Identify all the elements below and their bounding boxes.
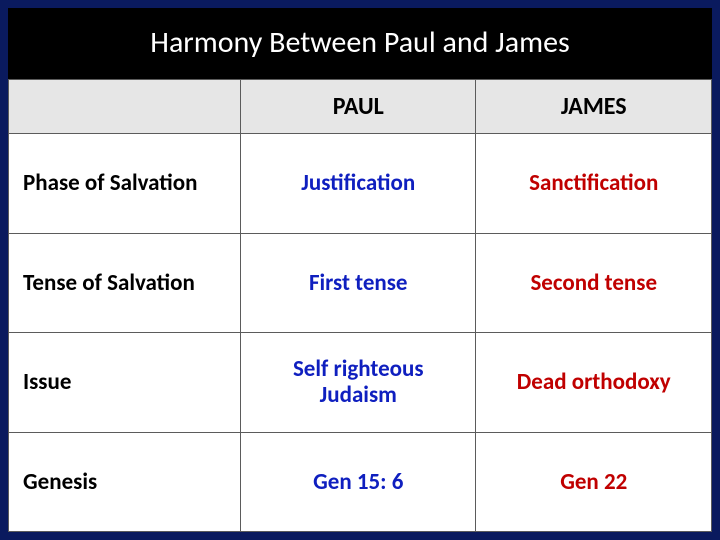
cell-james: Second tense: [476, 233, 712, 333]
row-label: Genesis: [9, 432, 241, 532]
header-james: JAMES: [476, 80, 712, 134]
header-blank: [9, 80, 241, 134]
slide-inner: Harmony Between Paul and James PAUL JAME…: [8, 8, 712, 532]
table-row: Issue Self righteousJudaism Dead orthodo…: [9, 333, 712, 433]
row-label: Tense of Salvation: [9, 233, 241, 333]
cell-paul: Self righteousJudaism: [240, 333, 476, 433]
row-label: Phase of Salvation: [9, 134, 241, 234]
slide-title: Harmony Between Paul and James: [8, 8, 712, 79]
table-row: Tense of Salvation First tense Second te…: [9, 233, 712, 333]
cell-paul: Justification: [240, 134, 476, 234]
cell-paul: Gen 15: 6: [240, 432, 476, 532]
table-row: Genesis Gen 15: 6 Gen 22: [9, 432, 712, 532]
table-header-row: PAUL JAMES: [9, 80, 712, 134]
cell-paul: First tense: [240, 233, 476, 333]
slide-frame: Harmony Between Paul and James PAUL JAME…: [0, 0, 720, 540]
comparison-table: PAUL JAMES Phase of Salvation Justificat…: [8, 79, 712, 532]
row-label: Issue: [9, 333, 241, 433]
cell-james: Sanctification: [476, 134, 712, 234]
cell-james: Dead orthodoxy: [476, 333, 712, 433]
header-paul: PAUL: [240, 80, 476, 134]
cell-james: Gen 22: [476, 432, 712, 532]
table-row: Phase of Salvation Justification Sanctif…: [9, 134, 712, 234]
